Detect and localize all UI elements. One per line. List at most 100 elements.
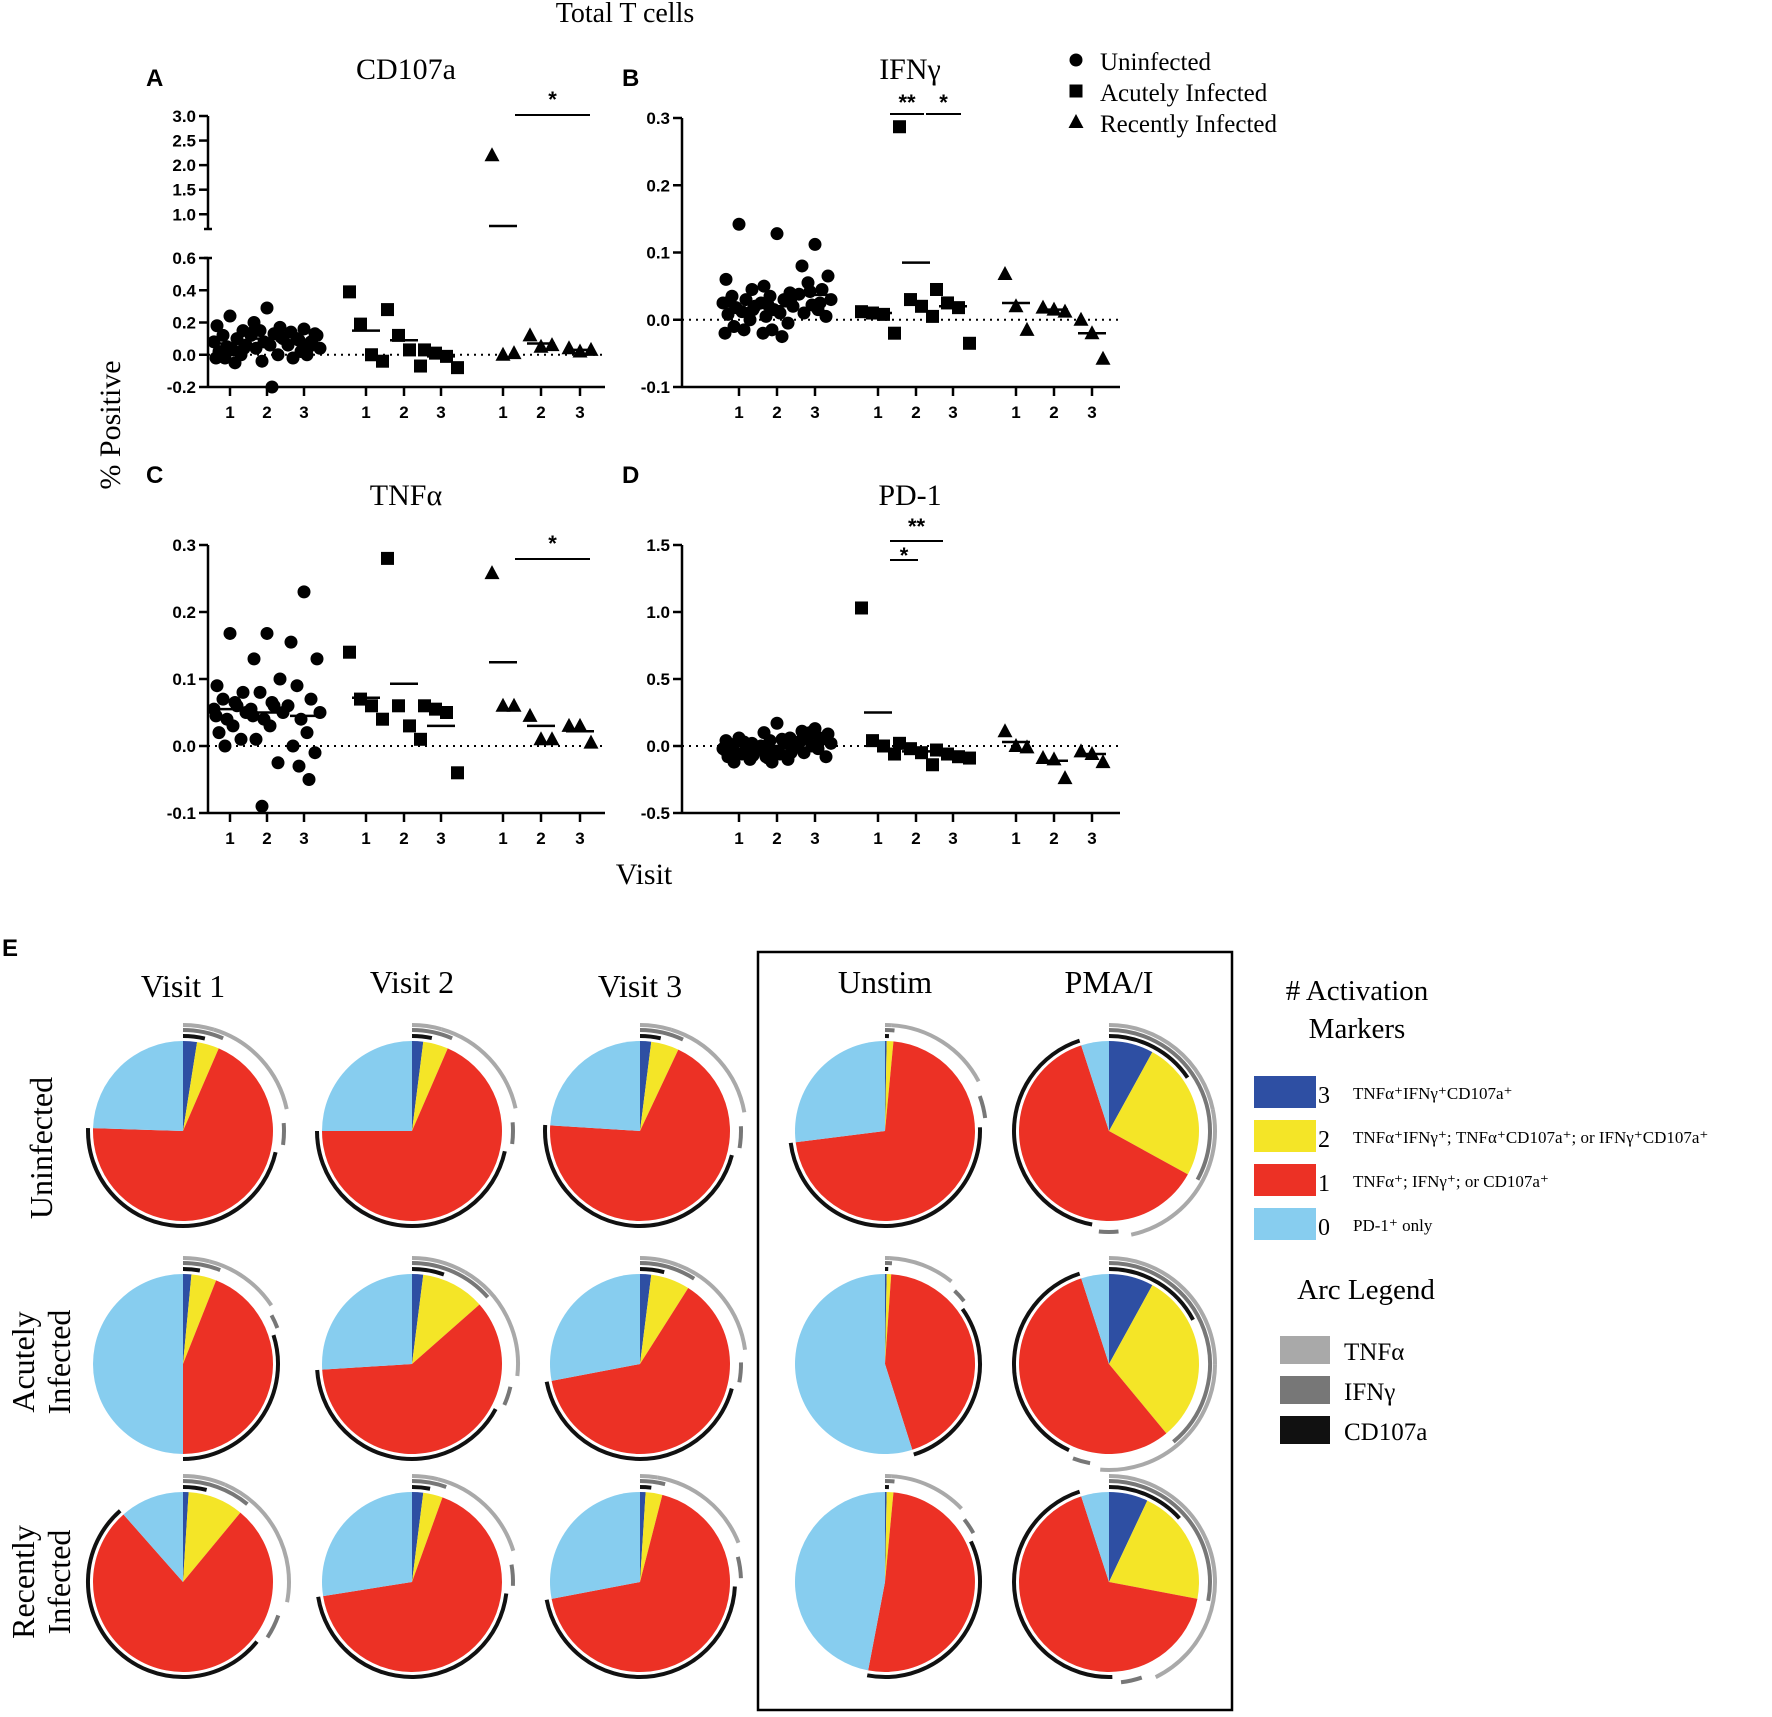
data-point-uninfected-visit-3 bbox=[820, 750, 833, 763]
data-point-uninfected-visit-2 bbox=[250, 342, 263, 355]
data-point-uninfected-visit-3 bbox=[814, 296, 827, 309]
data-point-uninfected-visit-1 bbox=[720, 273, 733, 286]
pie-chart-r2-c2 bbox=[317, 1258, 518, 1459]
x-tick-label-c: 3 bbox=[575, 829, 584, 848]
legend-label-acutely-infected: Acutely Infected bbox=[1100, 80, 1268, 107]
x-tick-label-a: 1 bbox=[225, 403, 234, 422]
legend-label-recently-infected: Recently Infected bbox=[1100, 111, 1277, 138]
panel-letter-a: A bbox=[146, 65, 163, 92]
panel-e-letter: E bbox=[2, 935, 18, 962]
data-point-uninfected-visit-3 bbox=[822, 270, 835, 283]
data-point-recently-infected-visit-1 bbox=[998, 266, 1013, 280]
data-point-acutely-infected-visit-1 bbox=[343, 285, 356, 298]
slice-0-markers bbox=[322, 1274, 412, 1370]
data-point-uninfected-visit-1 bbox=[217, 693, 230, 706]
data-point-uninfected-visit-1 bbox=[213, 726, 226, 739]
marker-arc-tnfa bbox=[412, 1476, 438, 1479]
marker-arc-ifng bbox=[512, 1565, 514, 1586]
data-point-uninfected-visit-1 bbox=[227, 719, 240, 732]
marker-arc-cd107a bbox=[183, 1487, 207, 1490]
y-tick-label-d: 0.0 bbox=[646, 737, 670, 756]
marker-arc-ifng bbox=[739, 1362, 741, 1382]
data-point-uninfected-visit-2 bbox=[274, 673, 287, 686]
data-point-recently-infected-visit-1 bbox=[507, 698, 522, 712]
pie-chart-r3-c4 bbox=[795, 1476, 980, 1677]
x-tick-label-d: 3 bbox=[810, 829, 819, 848]
data-point-acutely-infected-visit-3 bbox=[451, 361, 464, 374]
data-point-acutely-infected-visit-1 bbox=[855, 601, 868, 614]
y-tick-label-b: 0.2 bbox=[646, 176, 670, 195]
data-point-uninfected-visit-1 bbox=[724, 294, 737, 307]
pie-chart-r3-c1 bbox=[88, 1476, 289, 1677]
x-tick-label-d: 2 bbox=[911, 829, 920, 848]
data-point-uninfected-visit-3 bbox=[309, 746, 322, 759]
marker-arc-ifng bbox=[964, 1519, 973, 1533]
pie-chart-r1-c2 bbox=[317, 1025, 516, 1226]
row-title-infected: Infected bbox=[41, 1530, 77, 1635]
data-point-uninfected-visit-1 bbox=[719, 327, 732, 340]
activation-swatch-2 bbox=[1254, 1120, 1316, 1152]
column-title-visit-1: Visit 1 bbox=[141, 968, 225, 1004]
data-point-recently-infected-visit-2 bbox=[1047, 751, 1062, 765]
data-point-uninfected-visit-2 bbox=[760, 310, 773, 323]
data-point-uninfected-visit-3 bbox=[309, 327, 322, 340]
data-point-uninfected-visit-2 bbox=[785, 746, 798, 759]
significance-label-d: ** bbox=[908, 514, 926, 539]
data-point-uninfected-visit-1 bbox=[235, 733, 248, 746]
data-point-uninfected-visit-1 bbox=[210, 709, 223, 722]
x-tick-label-a: 3 bbox=[299, 403, 308, 422]
x-tick-label-a: 1 bbox=[498, 403, 507, 422]
data-point-uninfected-visit-2 bbox=[256, 355, 269, 368]
activation-legend-title-line1: # Activation bbox=[1286, 975, 1429, 1007]
marker-arc-ifng bbox=[1121, 1678, 1142, 1683]
data-point-uninfected-visit-2 bbox=[762, 298, 775, 311]
slice-0-markers bbox=[550, 1274, 640, 1381]
activation-label-1: TNFα⁺; IFNγ⁺; or CD107a⁺ bbox=[1353, 1172, 1549, 1191]
activation-count-3: 3 bbox=[1318, 1083, 1330, 1109]
y-tick-label-c: 0.2 bbox=[172, 603, 196, 622]
data-point-uninfected-visit-2 bbox=[782, 317, 795, 330]
data-point-recently-infected-visit-2 bbox=[545, 731, 560, 745]
slice-0-markers bbox=[322, 1041, 412, 1131]
slice-0-markers bbox=[795, 1492, 885, 1670]
data-point-uninfected-visit-2 bbox=[256, 800, 269, 813]
data-point-uninfected-visit-2 bbox=[254, 686, 267, 699]
activation-legend-title-line2: Markers bbox=[1309, 1013, 1406, 1045]
x-tick-label-b: 1 bbox=[873, 403, 882, 422]
marker-arc-cd107a bbox=[640, 1036, 661, 1038]
y-tick-label-c: -0.1 bbox=[167, 804, 196, 823]
significance-label-a: * bbox=[548, 87, 557, 112]
row-title-infected: Infected bbox=[41, 1310, 77, 1415]
data-point-uninfected-visit-3 bbox=[809, 238, 822, 251]
data-point-acutely-infected-visit-2 bbox=[414, 733, 427, 746]
marker-arc-cd107a bbox=[183, 1036, 205, 1039]
arc-label-ifnγ: IFNγ bbox=[1344, 1379, 1395, 1406]
data-point-uninfected-visit-2 bbox=[261, 301, 274, 314]
data-point-uninfected-visit-1 bbox=[722, 308, 735, 321]
data-point-uninfected-visit-3 bbox=[287, 740, 300, 753]
data-point-acutely-infected-visit-1 bbox=[365, 699, 378, 712]
data-point-acutely-infected-visit-2 bbox=[381, 303, 394, 316]
data-point-recently-infected-visit-1 bbox=[1009, 298, 1024, 312]
x-tick-label-a: 2 bbox=[399, 403, 408, 422]
marker-arc-tnfa bbox=[640, 1476, 658, 1477]
y-tick-label-a: 0.6 bbox=[172, 249, 196, 268]
data-point-uninfected-visit-1 bbox=[219, 740, 232, 753]
data-point-uninfected-visit-2 bbox=[776, 733, 789, 746]
data-point-acutely-infected-visit-1 bbox=[376, 713, 389, 726]
data-point-uninfected-visit-2 bbox=[272, 756, 285, 769]
data-point-uninfected-visit-2 bbox=[272, 348, 285, 361]
data-point-uninfected-visit-3 bbox=[285, 636, 298, 649]
marker-arc-ifng bbox=[640, 1481, 665, 1484]
x-tick-label-b: 3 bbox=[1087, 403, 1096, 422]
data-point-uninfected-visit-3 bbox=[798, 746, 811, 759]
pie-chart-r2-c4 bbox=[795, 1258, 980, 1455]
column-title-visit-2: Visit 2 bbox=[370, 964, 454, 1000]
pie-chart-r2-c3 bbox=[547, 1258, 745, 1459]
legend-marker-recently-infected bbox=[1069, 114, 1084, 128]
x-tick-label-b: 2 bbox=[772, 403, 781, 422]
